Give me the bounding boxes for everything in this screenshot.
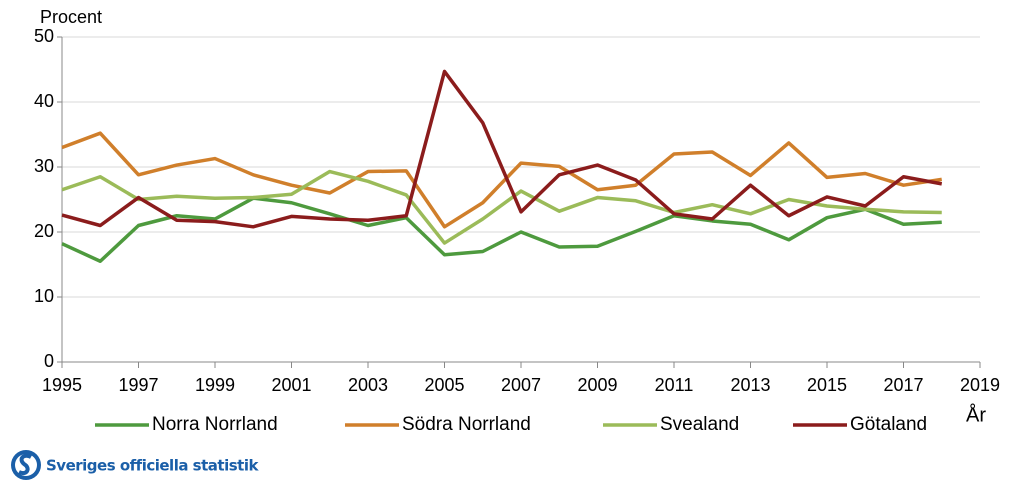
logo-text: Sveriges officiella statistik xyxy=(46,457,259,475)
series-line xyxy=(61,196,942,263)
x-tick-label: 2001 xyxy=(271,375,311,395)
legend-label: Södra Norrland xyxy=(402,414,531,435)
x-axis-label: År xyxy=(966,403,986,426)
x-tick-label: 2013 xyxy=(730,375,770,395)
legend-label: Svealand xyxy=(660,414,739,435)
x-tick-label: 2011 xyxy=(655,375,694,395)
x-tick-label: 2019 xyxy=(960,375,1000,395)
x-tick-label: 2003 xyxy=(348,375,388,395)
x-tick-label: 2015 xyxy=(807,375,847,395)
x-tick-label: 1999 xyxy=(195,375,235,395)
series-line xyxy=(61,169,942,245)
series-line xyxy=(61,131,943,229)
y-tick-label: 0 xyxy=(44,351,54,371)
y-tick-label: 40 xyxy=(34,91,54,111)
logo-s xyxy=(18,453,32,475)
x-tick-label: 2005 xyxy=(424,375,464,395)
y-tick-label: 20 xyxy=(34,221,54,241)
x-tick-label: 1997 xyxy=(118,375,158,395)
legend-label: Götaland xyxy=(850,414,927,435)
series-line xyxy=(61,69,943,229)
y-tick-label: 50 xyxy=(34,26,54,46)
y-tick-label: 30 xyxy=(34,156,54,176)
logo: Sveriges officiella statistik xyxy=(11,450,260,480)
x-tick-label: 2009 xyxy=(577,375,617,395)
x-tick-label: 1995 xyxy=(42,375,82,395)
y-tick-label: 10 xyxy=(34,286,54,306)
x-tick-label: 2007 xyxy=(501,375,541,395)
legend-label: Norra Norrland xyxy=(152,414,278,435)
y-axis-label: Procent xyxy=(40,7,102,27)
x-tick-label: 2017 xyxy=(883,375,923,395)
